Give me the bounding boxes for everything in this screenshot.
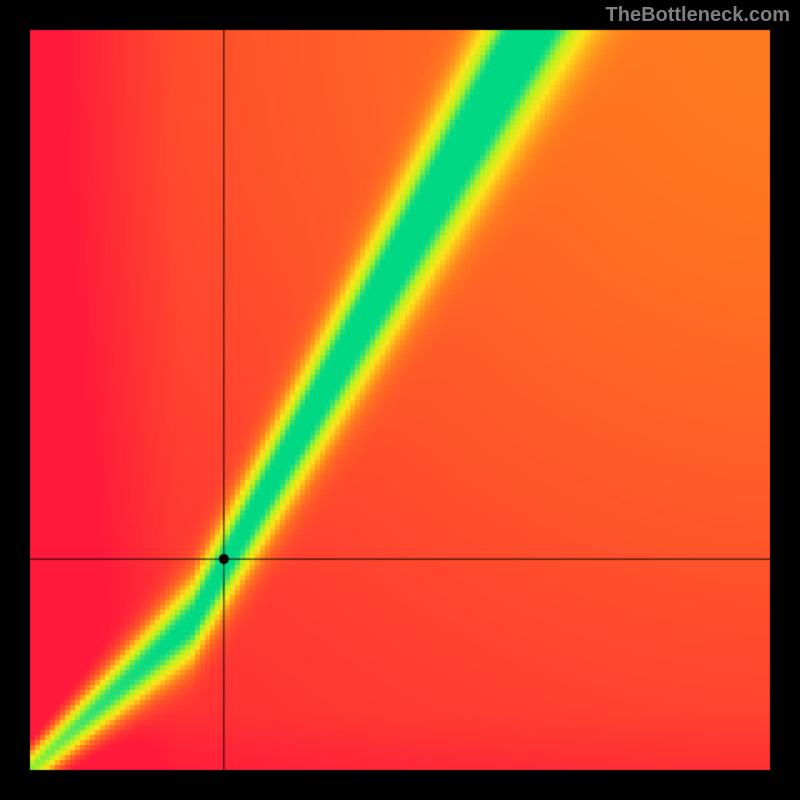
watermark-text: TheBottleneck.com	[606, 4, 790, 27]
bottleneck-heatmap	[0, 0, 800, 800]
